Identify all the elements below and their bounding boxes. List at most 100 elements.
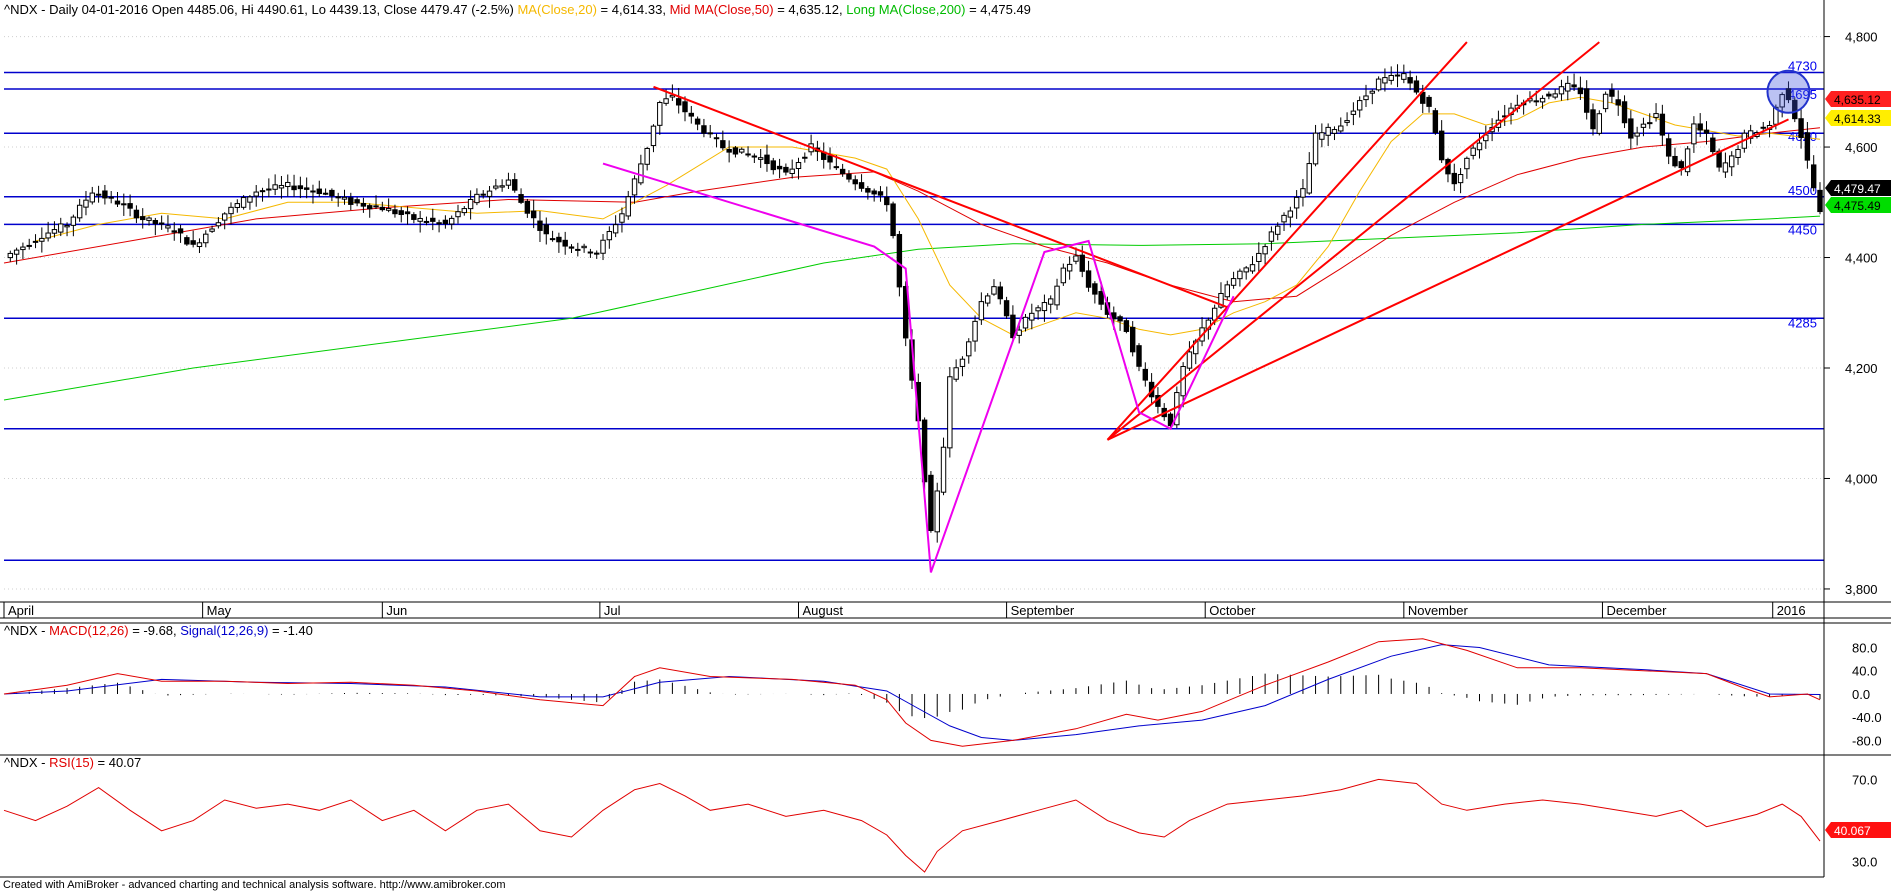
- candle-body: [530, 210, 537, 219]
- trend-lines: [602, 41, 1811, 573]
- candle-body: [1678, 161, 1684, 169]
- month-label-April: April: [8, 603, 34, 618]
- axis-labels: 4,800 4,600 4,400 4,200 4,000 3,800 April May Ju…: [3, 30, 1891, 870]
- candle-body: [1312, 132, 1319, 165]
- macd-prefix: ^NDX -: [4, 623, 49, 638]
- candle-body: [1388, 74, 1394, 81]
- candle-body: [594, 252, 600, 255]
- candle-body: [871, 190, 877, 195]
- candle-body: [1703, 129, 1710, 134]
- candle-body: [1546, 93, 1552, 97]
- candle-body: [739, 148, 745, 153]
- candle-body: [64, 225, 70, 228]
- candle-body: [316, 188, 322, 195]
- candle-body: [896, 234, 903, 288]
- candle-body: [505, 179, 512, 186]
- macd-label: MACD(12,26): [49, 623, 128, 638]
- macd-tick-label-0: 80.0: [1852, 641, 1877, 656]
- candle-body: [272, 184, 278, 190]
- level-label-4285: 4285: [1788, 315, 1817, 330]
- candle-body: [902, 285, 909, 339]
- month-label-October: October: [1209, 603, 1256, 618]
- candle-body: [1640, 123, 1647, 128]
- candle-body: [221, 213, 228, 221]
- candle-body: [240, 197, 247, 208]
- candle-body: [745, 153, 751, 156]
- rsi-tick-label-0: 70.0: [1852, 772, 1877, 787]
- last-value-tag: [1825, 110, 1891, 126]
- candle-body: [1129, 326, 1136, 353]
- candle-body: [1659, 113, 1666, 136]
- last-value-label-1: 4,614.33: [1834, 112, 1881, 126]
- candle-body: [1653, 113, 1659, 118]
- candle-body: [190, 240, 196, 245]
- red-trendline-1: [1106, 41, 1468, 441]
- candle-body: [1394, 74, 1401, 77]
- candle-body: [461, 208, 468, 214]
- candle-body: [1413, 80, 1420, 93]
- candle-body: [1092, 283, 1098, 295]
- candle-body: [291, 185, 297, 191]
- candle-body: [877, 191, 884, 196]
- candle-body: [512, 179, 518, 191]
- candle-body: [303, 187, 310, 190]
- candle-body: [1621, 101, 1628, 124]
- macd-header: ^NDX - MACD(12,26) = -9.68, Signal(12,26…: [4, 623, 313, 638]
- rsi-label: RSI(15): [49, 755, 94, 770]
- candle-body: [984, 295, 991, 304]
- price-candles: [7, 64, 1823, 543]
- candle-body: [694, 118, 701, 125]
- candle-body: [1079, 254, 1085, 272]
- level-label-4730: 4730: [1788, 58, 1817, 73]
- candle-body: [1375, 78, 1382, 91]
- candle-body: [1710, 137, 1716, 153]
- candle-body: [329, 189, 335, 197]
- candle-body: [354, 199, 360, 204]
- candle-body: [1735, 148, 1741, 158]
- candle-body: [720, 140, 726, 149]
- candle-body: [1338, 125, 1344, 132]
- level-label-4450: 4450: [1788, 222, 1817, 237]
- candle-body: [1602, 93, 1609, 110]
- candle-body: [997, 286, 1003, 300]
- level-lines: 473046954620450044504285: [4, 58, 1824, 561]
- macd-tick-label-4: -80.0: [1852, 733, 1882, 748]
- candle-body: [486, 190, 493, 197]
- rsi-prefix: ^NDX -: [4, 755, 49, 770]
- candle-body: [1230, 278, 1237, 286]
- red-trendline-0: [653, 85, 1228, 309]
- candle-body: [701, 125, 707, 134]
- candle-body: [1451, 172, 1457, 185]
- candle-body: [45, 232, 51, 239]
- rsi-last-value-tag: [1825, 822, 1891, 838]
- candle-body: [367, 205, 373, 210]
- candle-body: [1672, 155, 1678, 167]
- candle-body: [1457, 174, 1464, 184]
- candle-body: [108, 196, 114, 199]
- candle-body: [1066, 263, 1073, 272]
- candle-body: [228, 206, 234, 215]
- candle-body: [442, 219, 449, 225]
- candle-body: [360, 202, 367, 207]
- candle-body: [455, 211, 461, 218]
- month-label-November: November: [1408, 603, 1469, 618]
- candle-body: [247, 196, 253, 203]
- candle-body: [1344, 120, 1350, 123]
- candle-body: [398, 210, 404, 215]
- month-label-2016: 2016: [1777, 603, 1806, 618]
- candle-body: [1186, 351, 1193, 369]
- ma50-line: [3, 127, 1821, 303]
- candle-body: [1798, 118, 1804, 138]
- month-label-September: September: [1011, 603, 1075, 618]
- candle-body: [1048, 298, 1054, 305]
- candle-body: [556, 236, 562, 243]
- candle-body: [253, 191, 259, 197]
- candle-body: [1817, 189, 1823, 213]
- red-trendline-3: [1107, 118, 1789, 441]
- candle-body: [1306, 163, 1312, 194]
- candle-body: [1003, 300, 1010, 317]
- candle-body: [568, 246, 575, 249]
- candle-body: [1647, 122, 1653, 125]
- candle-body: [682, 101, 688, 113]
